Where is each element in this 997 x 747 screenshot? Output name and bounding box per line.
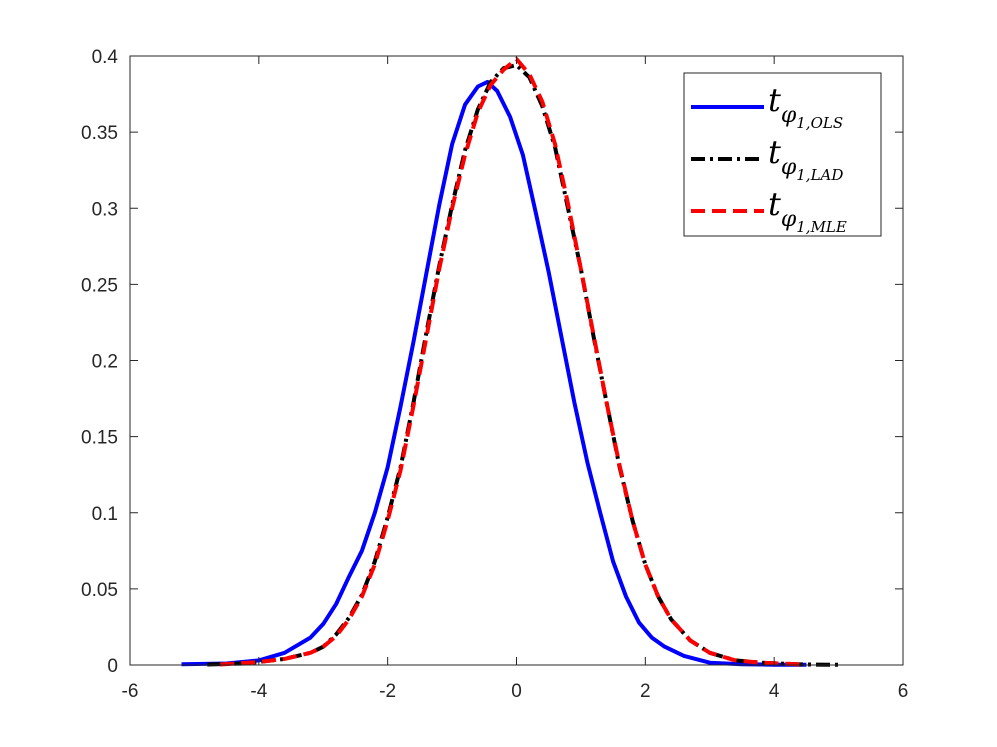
legend-label: tφ1,MLE [768, 185, 847, 236]
y-tick-label: 0.05 [81, 580, 118, 601]
y-tick-label: 0 [107, 656, 118, 677]
x-tick-label: -6 [122, 681, 139, 702]
series-layer [181, 57, 839, 667]
legend-box [683, 72, 882, 237]
legend-item-ols: tφ1,OLS [691, 81, 843, 132]
x-tick-label: 0 [511, 681, 522, 702]
x-tick-label: -2 [379, 681, 396, 702]
y-tick-label: 0.3 [92, 199, 118, 220]
legend-item-mle: tφ1,MLE [691, 185, 847, 236]
legend-item-lad: tφ1,LAD [691, 133, 843, 184]
y-tick-label: 0.2 [92, 352, 118, 373]
x-tick-label: 6 [898, 681, 909, 702]
x-tick-label: -4 [250, 681, 267, 702]
tick-layer: -6 -4 -2 0 2 4 6 0 0.05 0.1 0.15 0.2 0.25 0.3 0.35 0.4 [81, 47, 908, 702]
y-tick-label: 0.25 [81, 275, 118, 296]
y-tick-label: 0.15 [81, 428, 118, 449]
legend-label: tφ1,OLS [768, 81, 843, 132]
y-tick-label: 0.35 [81, 123, 118, 144]
series-line-mle [220, 57, 807, 667]
x-tick-label: 4 [769, 681, 780, 702]
legend-label: tφ1,LAD [768, 133, 843, 184]
y-tick-label: 0.4 [92, 47, 119, 68]
series-line-ols [181, 79, 807, 667]
y-tick-label: 0.1 [92, 504, 118, 525]
x-tick-label: 2 [640, 681, 651, 702]
